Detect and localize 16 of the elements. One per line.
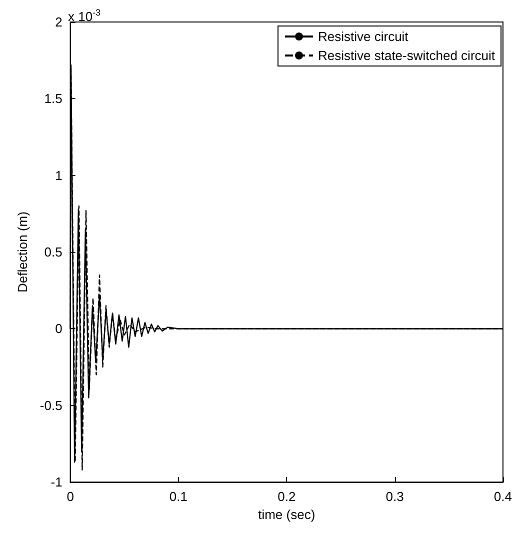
y-tick-label: 0 (55, 321, 62, 336)
y-tick-label: -0.5 (40, 398, 62, 413)
legend-label: Resistive circuit (318, 29, 409, 44)
y-axis-title: Deflection (m) (15, 212, 30, 293)
x-axis-title: time (sec) (258, 507, 316, 522)
legend-label: Resistive state-switched circuit (318, 48, 496, 63)
y-tick-label: 0.5 (44, 244, 62, 260)
x-tick-label: 0 (66, 489, 74, 504)
y-tick-label: 1.5 (44, 91, 62, 106)
y-tick-label: 1 (55, 168, 62, 183)
x-tick-label: 0.4 (494, 489, 512, 504)
x-tick-label: 0.3 (386, 489, 404, 504)
y-tick-label: 2 (55, 14, 62, 30)
x-tick-label: 0.2 (278, 489, 296, 504)
x-tick-label: 0.1 (169, 489, 188, 504)
y-tick-label: -1 (50, 474, 62, 490)
